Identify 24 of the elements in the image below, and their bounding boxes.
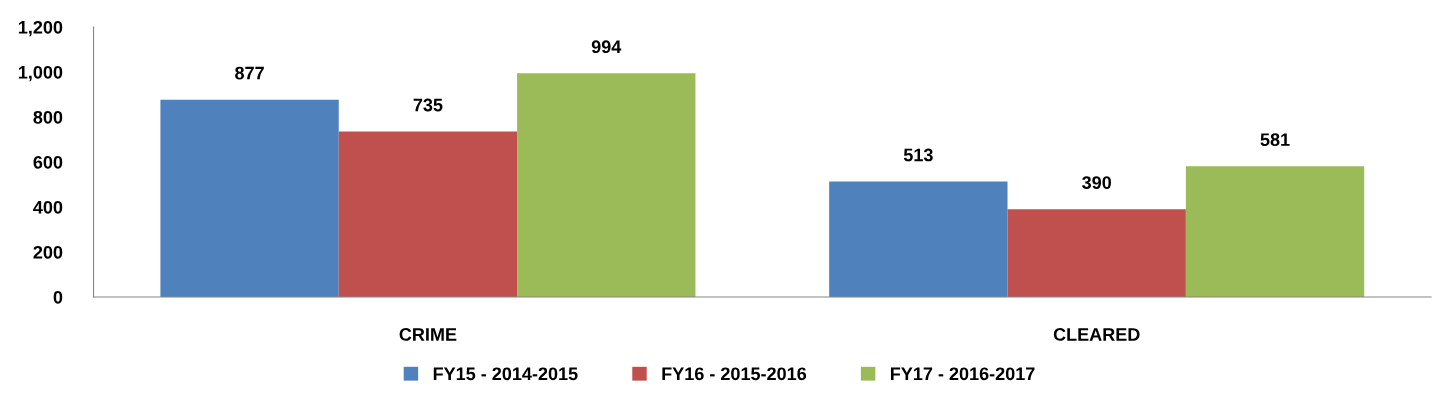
y-tick-label: 0 (53, 290, 63, 304)
data-label: 994 (591, 40, 622, 54)
bar (160, 99, 339, 297)
y-tick-label: 1,000 (18, 65, 63, 82)
data-label: 390 (1082, 176, 1112, 190)
x-tick-label: CRIME (399, 328, 457, 341)
bar (517, 73, 696, 297)
bar (829, 181, 1008, 297)
data-label: 877 (235, 66, 264, 80)
legend-label: FY15 - 2014-2015 (433, 367, 578, 381)
y-tick-label: 800 (33, 110, 63, 124)
data-label: 735 (413, 98, 443, 112)
data-label: 513 (903, 148, 933, 162)
y-tick-label: 1,200 (18, 20, 63, 37)
data-label: 581 (1260, 133, 1290, 147)
legend-label: FY16 - 2015-2016 (662, 367, 807, 381)
bar (338, 131, 518, 297)
y-tick-label: 400 (33, 200, 63, 214)
bar (1185, 166, 1365, 297)
bar (1007, 209, 1186, 297)
y-tick-label: 600 (33, 155, 63, 169)
y-tick-label: 200 (33, 245, 63, 259)
x-tick-label: CLEARED (1053, 328, 1140, 341)
legend-label: FY17 - 2016-2017 (890, 367, 1035, 381)
